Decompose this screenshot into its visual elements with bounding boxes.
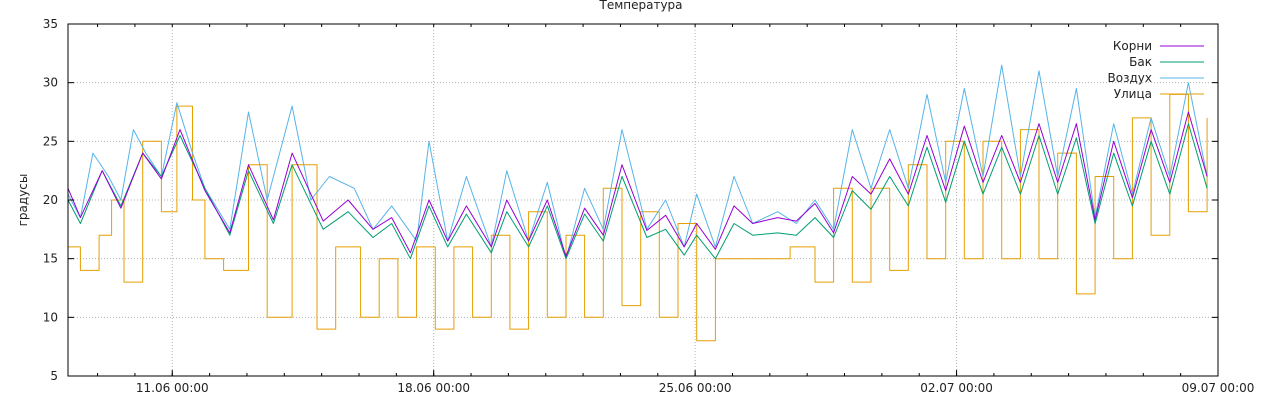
y-tick-label: 35: [43, 17, 58, 31]
x-tick-label: 11.06 00:00: [136, 381, 209, 395]
x-tick-label: 02.07 00:00: [920, 381, 993, 395]
y-tick-label: 10: [43, 310, 58, 324]
legend-label: Улица: [1114, 87, 1152, 101]
x-tick-label: 18.06 00:00: [397, 381, 470, 395]
x-tick-label: 25.06 00:00: [659, 381, 732, 395]
x-axis-ticks: 11.06 00:00 18.06 00:00 25.06 00:00 02.07 0…: [97, 24, 1255, 395]
chart-title: Температура: [598, 0, 682, 12]
y-tick-label: 20: [43, 193, 58, 207]
legend-label: Корни: [1113, 39, 1152, 53]
y-axis-label: градусы: [16, 174, 30, 227]
series-air-line: [67, 64, 1208, 260]
series-tank-line: [67, 123, 1208, 260]
y-tick-label: 5: [50, 369, 58, 383]
legend-label: Бак: [1129, 55, 1152, 69]
series-street-line: [68, 93, 1208, 342]
y-tick-label: 15: [43, 252, 58, 266]
x-tick-label: 09.07 00:00: [1182, 381, 1255, 395]
series-roots-line: [67, 111, 1208, 257]
y-tick-label: 25: [43, 134, 58, 148]
series-layer: [67, 64, 1208, 342]
legend: Корни Бак Воздух Улица: [1108, 39, 1204, 101]
legend-label: Воздух: [1108, 71, 1152, 85]
y-tick-label: 30: [43, 76, 58, 90]
y-axis-ticks: 5 10 15 20 25 30 35: [43, 17, 1218, 383]
